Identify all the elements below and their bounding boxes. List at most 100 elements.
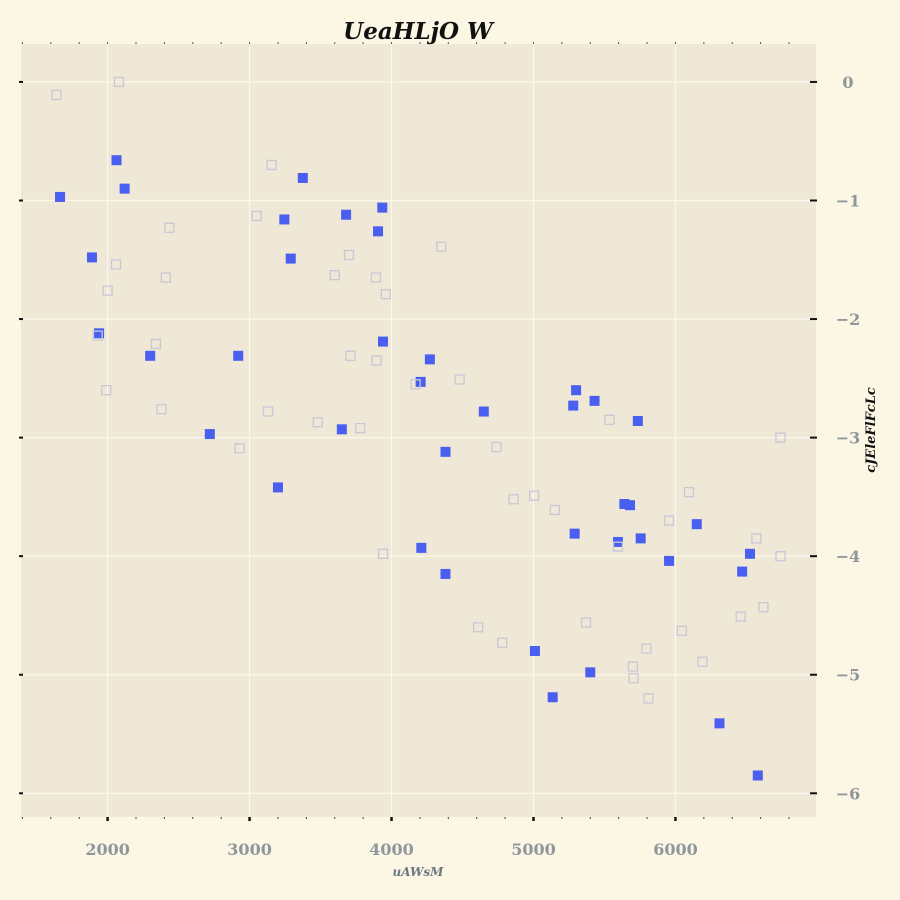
data-point-filled xyxy=(279,214,290,225)
data-point-filled xyxy=(416,542,427,553)
data-point-filled xyxy=(744,548,755,559)
data-point-filled xyxy=(336,424,347,435)
data-point-filled xyxy=(94,328,105,339)
data-point-filled xyxy=(440,568,451,579)
data-point-filled xyxy=(632,416,643,427)
data-point-hollow xyxy=(262,406,274,417)
data-point-hollow xyxy=(436,241,447,252)
y-tick-label: −2 xyxy=(836,310,861,329)
data-point-filled xyxy=(478,406,489,417)
x-tick-label: 5000 xyxy=(511,840,556,859)
data-point-filled xyxy=(86,252,97,263)
x-tick-label: 6000 xyxy=(653,840,698,859)
data-point-hollow xyxy=(355,422,366,434)
data-point-hollow xyxy=(497,637,508,648)
data-point-hollow xyxy=(345,350,356,361)
data-point-filled xyxy=(619,499,630,510)
data-point-filled xyxy=(571,385,582,396)
data-point-hollow xyxy=(101,385,112,396)
data-point-filled xyxy=(664,555,675,566)
data-point-filled xyxy=(373,226,384,237)
data-point-hollow xyxy=(643,693,654,704)
data-point-filled xyxy=(568,400,579,411)
data-point-hollow xyxy=(266,159,277,171)
data-point-filled xyxy=(625,500,636,511)
data-point-hollow xyxy=(371,355,382,366)
data-point-filled xyxy=(204,429,215,440)
data-point-hollow xyxy=(110,259,122,270)
data-point-hollow xyxy=(775,432,786,443)
data-point-filled xyxy=(585,667,596,678)
data-point-hollow xyxy=(160,272,171,283)
data-point-hollow xyxy=(329,270,340,281)
y-tick-label: −4 xyxy=(836,547,861,566)
axis-ticks xyxy=(19,42,817,821)
data-point-filled xyxy=(111,155,122,166)
data-point-hollow xyxy=(156,404,167,415)
data-point-filled xyxy=(145,350,156,361)
data-point-hollow xyxy=(529,490,540,501)
x-axis-label: uAWsM xyxy=(393,865,445,879)
data-point-hollow xyxy=(92,330,103,341)
data-point-filled xyxy=(752,770,763,781)
data-point-hollow xyxy=(627,661,639,672)
data-point-hollow xyxy=(628,673,639,684)
y-tick-label: 0 xyxy=(842,73,853,92)
data-point-hollow xyxy=(454,374,465,385)
data-point-hollow xyxy=(604,414,615,425)
data-point-hollow xyxy=(251,210,262,222)
data-point-hollow xyxy=(751,533,762,544)
data-point-hollow xyxy=(51,89,62,101)
data-point-filled xyxy=(737,566,748,577)
y-tick-label: −6 xyxy=(836,784,861,803)
data-point-filled xyxy=(233,350,244,361)
data-point-filled xyxy=(119,183,130,194)
data-point-hollow xyxy=(377,548,389,559)
data-point-hollow xyxy=(758,602,769,613)
data-point-filled xyxy=(569,528,580,539)
data-point-filled xyxy=(378,336,389,347)
chart-title: UeaHLjO W xyxy=(343,18,495,45)
data-point-hollow xyxy=(697,656,708,667)
data-point-hollow xyxy=(641,643,652,654)
data-point-hollow xyxy=(343,249,355,261)
data-point-filled xyxy=(341,209,352,220)
data-point-filled xyxy=(297,172,308,183)
data-point-hollow xyxy=(683,487,695,498)
y-tick-label: −3 xyxy=(836,429,861,448)
data-point-hollow xyxy=(410,379,421,390)
data-point-hollow xyxy=(113,76,125,88)
data-point-filled xyxy=(589,395,600,406)
data-point-hollow xyxy=(663,515,675,526)
data-point-hollow xyxy=(472,622,484,633)
data-point-filled xyxy=(635,533,646,544)
plot-area xyxy=(21,44,816,817)
tick-labels: 2000 3000 4000 5000 6000 0 −1 −2 −3 −4 −5 −6 xyxy=(85,73,860,859)
data-point-filled xyxy=(55,191,66,202)
y-axis-label: cJEleFlFcLc xyxy=(864,387,879,473)
data-point-hollow xyxy=(580,617,592,628)
data-point-filled xyxy=(440,446,451,457)
data-point-filled xyxy=(285,253,296,264)
data-point-filled xyxy=(424,354,435,365)
data-point-hollow xyxy=(164,222,175,233)
data-point-filled xyxy=(272,482,283,493)
y-tick-label: −5 xyxy=(836,666,861,685)
data-point-hollow xyxy=(549,504,560,516)
data-point-hollow xyxy=(735,611,746,622)
data-point-filled xyxy=(714,718,725,729)
data-point-hollow xyxy=(150,338,162,350)
data-point-filled xyxy=(377,202,388,213)
data-point-hollow xyxy=(312,417,323,428)
y-tick-label: −1 xyxy=(836,191,861,210)
data-point-hollow xyxy=(102,285,113,296)
data-point-hollow xyxy=(508,494,519,505)
x-tick-label: 3000 xyxy=(227,840,272,859)
data-point-filled xyxy=(529,646,540,657)
data-point-hollow xyxy=(491,441,502,453)
data-point-hollow xyxy=(612,541,624,552)
data-point-hollow xyxy=(380,289,391,300)
grid xyxy=(21,44,816,817)
data-point-filled xyxy=(691,519,702,530)
